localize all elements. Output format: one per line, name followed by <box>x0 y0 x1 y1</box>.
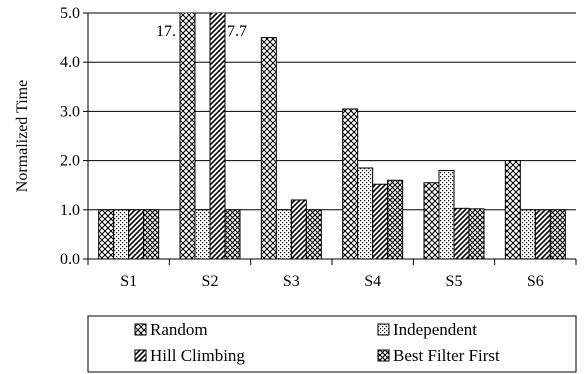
y-tick-label: 5.0 <box>60 5 80 22</box>
bar-hill-climbing-s1 <box>128 209 145 259</box>
bar-random-s1 <box>98 209 115 259</box>
x-tick-labels: S1 S2 S3 S4 S5 S6 <box>120 273 544 290</box>
bar-hill-climbing-s4 <box>372 183 389 259</box>
bar-best-filter-first-s6 <box>549 209 566 259</box>
x-tick-label: S5 <box>446 273 463 290</box>
legend-swatch-independent <box>377 323 390 336</box>
y-axis-label: Normalized Time <box>14 80 31 192</box>
bar-random-s2 <box>179 13 196 259</box>
legend-swatch-best-filter-first <box>377 349 390 362</box>
bar-independent-s4 <box>357 167 374 259</box>
bar-value-annotation: 17. <box>156 23 176 40</box>
bar-random-s4 <box>342 108 359 259</box>
bar-hill-climbing-s5 <box>453 207 470 259</box>
y-tick-label: 2.0 <box>60 153 80 170</box>
legend-label: Independent <box>393 320 477 339</box>
bar-independent-s5 <box>438 169 455 259</box>
bar-hill-climbing-s2 <box>209 13 226 259</box>
x-tick-label: S2 <box>202 273 219 290</box>
bar-best-filter-first-s4 <box>387 179 404 259</box>
x-tick-label: S4 <box>364 273 381 290</box>
bar-hill-climbing-s6 <box>534 209 551 259</box>
bars <box>98 13 566 259</box>
x-tick-label: S3 <box>283 273 300 290</box>
y-tick-label: 0.0 <box>60 251 80 268</box>
bar-random-s6 <box>504 160 521 259</box>
bar-independent-s3 <box>275 209 292 259</box>
bar-independent-s6 <box>519 209 536 259</box>
bar-independent-s1 <box>113 209 130 259</box>
bar-independent-s2 <box>194 209 211 259</box>
bar-best-filter-first-s3 <box>305 209 322 259</box>
x-tick-label: S1 <box>120 273 137 290</box>
bar-best-filter-first-s2 <box>224 209 241 259</box>
bar-annotations: 17. 7.7 <box>156 23 247 40</box>
gridlines <box>83 12 576 260</box>
legend-label: Hill Climbing <box>150 346 245 365</box>
legend-box <box>87 315 577 373</box>
legend-label: Random <box>150 320 208 339</box>
bar-best-filter-first-s1 <box>143 209 160 259</box>
legend-swatch-hill-climbing <box>134 349 147 362</box>
legend-label: Best Filter First <box>393 346 500 365</box>
y-tick-labels: 0.0 1.0 2.0 3.0 4.0 5.0 <box>60 5 80 268</box>
bar-value-annotation: 7.7 <box>227 23 247 40</box>
bar-hill-climbing-s3 <box>290 199 307 259</box>
bar-random-s5 <box>423 182 440 259</box>
y-tick-label: 3.0 <box>60 103 80 120</box>
axes <box>87 13 577 265</box>
bar-random-s3 <box>260 37 277 259</box>
x-tick-label: S6 <box>527 273 544 290</box>
legend: Random Independent Hill Climbing Best Filte… <box>87 315 577 373</box>
y-tick-label: 1.0 <box>60 202 80 219</box>
bar-best-filter-first-s5 <box>468 208 485 259</box>
y-tick-label: 4.0 <box>60 54 80 71</box>
legend-swatch-random <box>134 323 147 336</box>
